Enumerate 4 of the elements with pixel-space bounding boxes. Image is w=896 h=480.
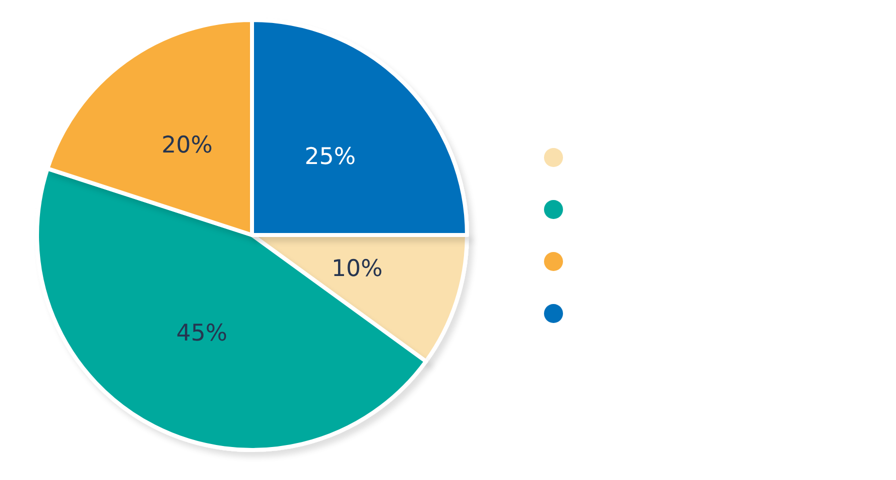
- data-label: 20%: [161, 132, 213, 159]
- data-label: 25%: [304, 144, 356, 170]
- data-label: 10%: [332, 256, 383, 282]
- data-label: 45%: [176, 320, 228, 346]
